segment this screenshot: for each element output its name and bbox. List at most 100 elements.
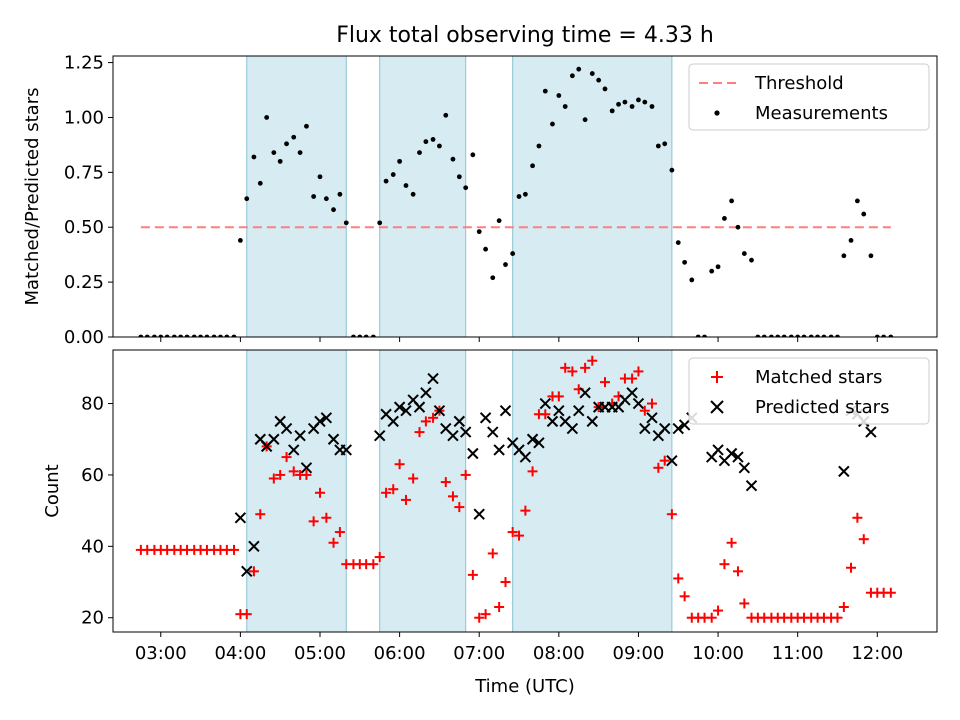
x-tick-label: 04:00 (214, 643, 266, 664)
x-b (738, 462, 751, 474)
x-tick-label: 12:00 (851, 643, 903, 664)
predicted-stars-point (573, 404, 585, 417)
matched-stars-point (414, 427, 425, 438)
matched-stars-point (673, 573, 684, 584)
measurement-point (675, 240, 681, 246)
x-b (387, 415, 399, 428)
measurement-point (204, 334, 210, 337)
measurement-point (582, 117, 588, 123)
measurement-point (370, 334, 376, 337)
measurement-point (158, 334, 164, 337)
measurement-point (828, 334, 834, 337)
predicted-stars-point (340, 444, 352, 456)
measurement-point (211, 334, 217, 337)
observing-window-band (512, 349, 673, 633)
measurement-point (589, 71, 595, 76)
measurement-point (788, 334, 794, 337)
x-b (433, 404, 446, 417)
measurement-point (530, 163, 535, 169)
measurement-point (311, 194, 317, 199)
measurement-point (430, 137, 436, 142)
measurement-point (417, 150, 422, 155)
matched-stars-point (659, 455, 670, 466)
matched-stars-point (719, 559, 730, 570)
x-tick-label: 07:00 (453, 643, 505, 664)
x-b (539, 397, 552, 410)
measurement-point (596, 77, 602, 83)
matched-stars-point (321, 512, 332, 523)
y-tick-label: 1.25 (64, 53, 104, 74)
x-b (632, 397, 645, 410)
matched-stars-point (639, 405, 650, 416)
matched-stars-point (460, 469, 471, 480)
matched-stars-point (480, 609, 491, 620)
measurement-point (503, 262, 508, 267)
predicted-stars-point (732, 451, 744, 463)
x-b (473, 508, 485, 520)
predicted-stars-point (420, 387, 432, 399)
predicted-stars-point (288, 444, 300, 456)
matched-stars-point (726, 537, 737, 548)
measurement-point (244, 196, 250, 202)
legend-swatch-dot (714, 110, 720, 116)
predicted-stars-point (459, 426, 472, 438)
matched-stars-point (494, 602, 505, 613)
matched-stars-point (580, 362, 591, 373)
measurement-point (669, 167, 675, 173)
x-b (241, 565, 253, 578)
matched-stars-point (846, 562, 857, 573)
matched-stars-point (507, 527, 518, 538)
measurement-point (423, 139, 429, 145)
measurement-point (629, 104, 635, 109)
measurement-point (151, 334, 157, 337)
matched-stars-point (560, 362, 571, 373)
x-b (440, 422, 452, 435)
measurement-point (476, 229, 482, 235)
measurement-point (715, 264, 721, 270)
measurement-point (695, 334, 701, 337)
x-b (732, 451, 744, 463)
predicted-stars-point (248, 540, 260, 553)
matched-stars-point (474, 612, 485, 623)
matched-stars-point (428, 412, 439, 423)
x-b (320, 412, 333, 424)
observing-window-band (246, 349, 347, 633)
x-b (666, 454, 678, 467)
matched-stars-point (241, 609, 252, 620)
x-b (420, 387, 432, 399)
y-tick-label: 0.50 (64, 217, 104, 238)
legend-box (688, 63, 930, 131)
measurement-point (636, 97, 641, 103)
measurement-point (569, 73, 575, 79)
predicted-stars-point (659, 422, 671, 435)
matched-stars-point (447, 491, 458, 502)
matched-stars-point (467, 569, 478, 580)
matched-stars-point (633, 366, 644, 377)
x-b (447, 429, 459, 442)
x-b (467, 447, 479, 460)
x-b (459, 426, 472, 438)
y-tick-label: 60 (81, 465, 104, 486)
measurement-point (749, 257, 754, 263)
measurement-point (848, 238, 854, 243)
x-b (380, 408, 392, 420)
predicted-stars-point (639, 422, 651, 435)
predicted-stars-point (553, 404, 565, 417)
predicted-stars-point (646, 412, 658, 424)
matched-stars-point (514, 530, 525, 541)
top-panel-ratio: 0.00 0.25 0.50 0.75 1.00 1.25 Matched/Predicte… (22, 53, 938, 348)
measurement-point (821, 334, 827, 337)
matched-stars-point (440, 477, 451, 488)
x-b (526, 433, 539, 445)
measurement-point (761, 334, 767, 337)
predicted-stars-point (467, 447, 479, 460)
measurement-point (616, 101, 621, 107)
predicted-stars-point (327, 433, 340, 445)
predicted-stars-point (241, 565, 253, 578)
predicted-stars-point (838, 465, 850, 478)
measurement-point (251, 154, 257, 160)
matched-stars-point (255, 509, 266, 520)
matched-stars-point (334, 527, 345, 538)
measurement-point (410, 191, 416, 197)
predicted-stars-point (533, 437, 545, 449)
